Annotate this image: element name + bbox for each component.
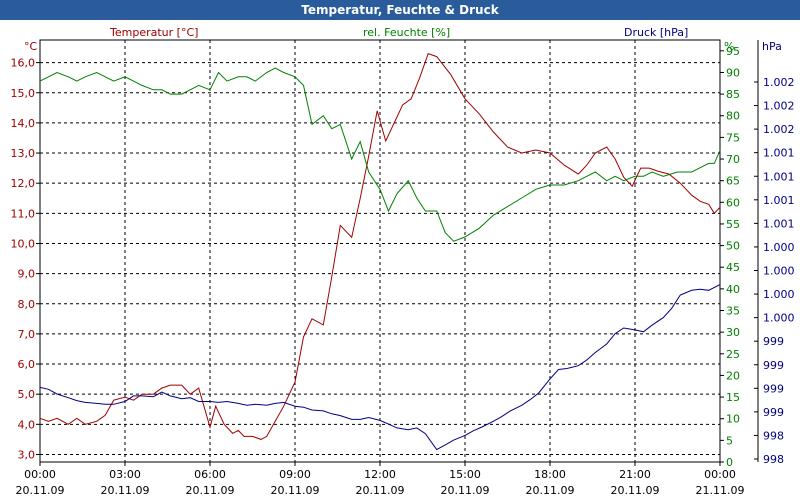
press-unit-label: hPa [762, 40, 782, 53]
x-tick-time: 09:00 [279, 468, 311, 481]
x-tick-time: 00:00 [24, 468, 56, 481]
temp-tick-label: 5,0 [18, 388, 36, 401]
press-tick-label: 999 [763, 335, 784, 348]
series-line-temp [39, 52, 721, 440]
x-tick-time: 03:00 [109, 468, 141, 481]
x-tick-time: 12:00 [364, 468, 396, 481]
hum-tick-label: 5 [726, 434, 733, 447]
temp-tick-label: 6,0 [18, 358, 36, 371]
hum-tick-label: 50 [726, 240, 740, 253]
hum-tick-label: 60 [726, 196, 740, 209]
hum-tick-label: 45 [726, 261, 740, 274]
press-tick-label: 1.000 [763, 312, 795, 325]
humidity-axis: 0 5 10 15 20 25 30 35 40 45 50 55 60 65 70 75 80 85 90 95 [720, 45, 740, 469]
hum-tick-label: 80 [726, 110, 740, 123]
temp-tick-label: 11,0 [11, 207, 36, 220]
series-line-hum [39, 67, 721, 242]
x-tick-date: 20.11.09 [271, 484, 320, 497]
window-title: Temperatur, Feuchte & Druck [0, 0, 800, 20]
temp-tick-label: 16,0 [11, 57, 36, 70]
press-tick-label: 1.001 [763, 147, 795, 160]
x-tick-date: 20.11.09 [611, 484, 660, 497]
hum-tick-label: 25 [726, 348, 740, 361]
temp-tick-label: 10,0 [11, 237, 36, 250]
series-line-press [39, 284, 721, 451]
press-tick-label: 1.002 [763, 123, 795, 136]
press-tick-label: 999 [763, 406, 784, 419]
hum-axis-label: rel. Feuchte [%] [363, 26, 450, 39]
temp-tick-label: 13,0 [11, 147, 36, 160]
x-tick-time: 15:00 [449, 468, 481, 481]
temperature-axis: 3,0 4,0 5,0 6,0 7,0 8,0 9,0 10,0 11,0 12,0 13,0 14,… [11, 57, 40, 461]
temp-tick-label: 12,0 [11, 177, 36, 190]
hum-tick-label: 75 [726, 131, 740, 144]
hum-tick-label: 95 [726, 45, 740, 58]
press-tick-label: 1.001 [763, 194, 795, 207]
grid [40, 40, 720, 462]
press-axis-label: Druck [hPa] [624, 26, 688, 39]
x-tick-time: 00:00 [704, 468, 736, 481]
hum-tick-label: 70 [726, 153, 740, 166]
hum-tick-label: 85 [726, 88, 740, 101]
x-tick-date: 21.11.09 [696, 484, 745, 497]
press-tick-label: 998 [763, 453, 784, 466]
temp-tick-label: 14,0 [11, 117, 36, 130]
x-tick-time: 18:00 [534, 468, 566, 481]
press-tick-label: 1.002 [763, 100, 795, 113]
press-tick-label: 1.000 [763, 288, 795, 301]
hum-tick-label: 30 [726, 326, 740, 339]
hum-tick-label: 65 [726, 175, 740, 188]
hum-tick-label: 55 [726, 218, 740, 231]
press-tick-label: 1.001 [763, 170, 795, 183]
hum-tick-label: 90 [726, 66, 740, 79]
hum-tick-label: 15 [726, 391, 740, 404]
hum-unit-label: % [724, 40, 734, 53]
chart-canvas: 3,0 4,0 5,0 6,0 7,0 8,0 9,0 10,0 11,0 12,0 13,0 14,… [11, 26, 795, 497]
press-tick-label: 1.001 [763, 217, 795, 230]
temp-tick-label: 3,0 [18, 448, 36, 461]
hum-tick-label: 20 [726, 369, 740, 382]
temp-tick-label: 4,0 [18, 418, 36, 431]
temp-unit-label: °C [24, 40, 38, 53]
temp-tick-label: 7,0 [18, 328, 36, 341]
press-tick-label: 1.000 [763, 241, 795, 254]
series-lines [39, 52, 721, 451]
x-tick-date: 20.11.09 [441, 484, 490, 497]
press-tick-label: 999 [763, 382, 784, 395]
temp-tick-label: 15,0 [11, 87, 36, 100]
press-tick-label: 998 [763, 429, 784, 442]
x-axis: 00:00 20.11.09 03:00 20.11.09 06:00 20.11.09 0… [16, 462, 745, 497]
temp-axis-label: Temperatur [°C] [109, 26, 198, 39]
temp-tick-label: 9,0 [18, 268, 36, 281]
x-tick-time: 06:00 [194, 468, 226, 481]
press-tick-label: 1.002 [763, 76, 795, 89]
x-tick-date: 20.11.09 [356, 484, 405, 497]
hum-tick-label: 10 [726, 413, 740, 426]
pressure-axis: 998 998 999 999 999 999 1.000 1.000 1.000 1.000 1.… [754, 40, 795, 466]
hum-tick-label: 0 [726, 456, 733, 469]
x-tick-time: 21:00 [619, 468, 651, 481]
x-tick-date: 20.11.09 [101, 484, 150, 497]
hum-tick-label: 35 [726, 305, 740, 318]
hum-tick-label: 40 [726, 283, 740, 296]
temp-tick-label: 8,0 [18, 298, 36, 311]
press-tick-label: 999 [763, 359, 784, 372]
x-tick-date: 20.11.09 [16, 484, 65, 497]
press-tick-label: 1.000 [763, 265, 795, 278]
x-tick-date: 20.11.09 [186, 484, 235, 497]
x-tick-date: 20.11.09 [526, 484, 575, 497]
